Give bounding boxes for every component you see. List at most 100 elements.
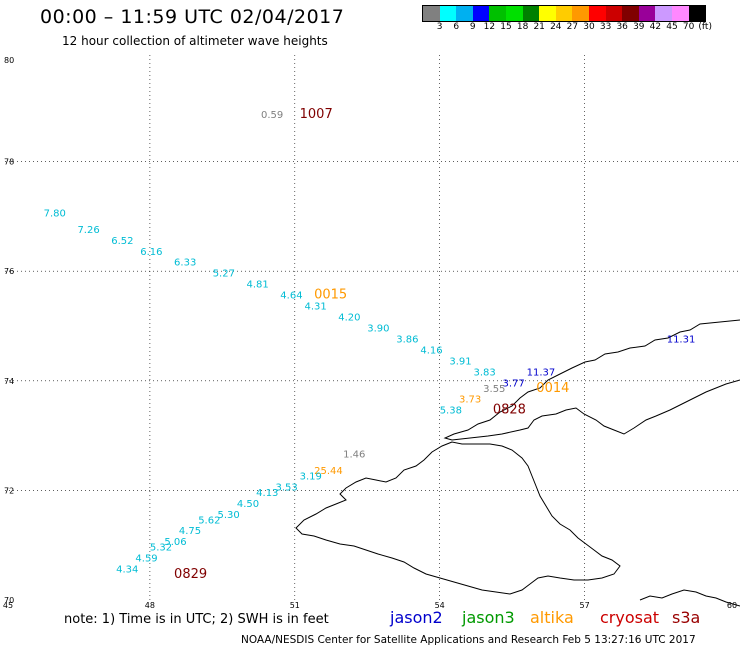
color-scale-tick-label: 18 <box>516 22 529 32</box>
coastline <box>295 319 740 607</box>
color-scale-tick-label: 27 <box>566 22 579 32</box>
wave-height-label: 3.55 <box>483 384 505 395</box>
lat-lon-grid <box>5 55 740 600</box>
coastline-south-island <box>295 441 621 595</box>
wave-height-label: 6.52 <box>111 236 133 247</box>
latitude-tick-label: 72 <box>4 486 14 495</box>
wave-height-label: 3.83 <box>474 367 496 378</box>
longitude-tick-label: 45 <box>3 601 13 610</box>
color-scale-tick-label: 36 <box>616 22 628 32</box>
color-scale-tick-label: 9 <box>469 22 476 32</box>
color-swatch <box>555 6 573 21</box>
wave-height-label: 5.06 <box>164 537 186 548</box>
wave-height-label: 5.27 <box>213 269 235 280</box>
color-scale-tick-label: 33 <box>599 22 612 32</box>
color-scale-tick-label: 39 <box>633 22 645 32</box>
wave-height-label: 11.31 <box>667 334 696 345</box>
wave-height-label: 3.90 <box>367 323 389 334</box>
color-scale-tick-label: 21 <box>533 22 545 32</box>
wave-height-label: 4.50 <box>237 499 259 510</box>
color-scale-bar <box>422 5 707 22</box>
color-swatch <box>472 6 490 21</box>
pass-time-label: 0015 <box>314 288 347 303</box>
color-scale-tick-label: 6 <box>453 22 460 32</box>
color-swatch <box>439 6 457 21</box>
coastline-north-island <box>443 319 740 441</box>
wave-height-label: 11.37 <box>527 367 556 378</box>
wave-height-label: 3.86 <box>396 334 418 345</box>
pass-time-label: 1007 <box>300 107 333 122</box>
wave-height-label: 5.30 <box>218 510 240 521</box>
color-swatch <box>588 6 606 21</box>
color-swatch <box>505 6 523 21</box>
color-swatch <box>622 6 639 21</box>
coastline-mainland <box>639 589 740 607</box>
wave-height-label: 1.46 <box>343 450 365 461</box>
longitude-tick-label: 51 <box>290 601 300 610</box>
color-scale-tick-label: 42 <box>649 22 662 32</box>
color-swatch <box>522 6 540 21</box>
longitude-tick-label: 57 <box>580 601 590 610</box>
wave-height-label: 5.62 <box>198 515 220 526</box>
color-swatch <box>572 6 589 21</box>
pass-time-label: 0828 <box>493 403 526 418</box>
wave-height-label: 25.44 <box>314 466 343 477</box>
latitude-tick-label: 76 <box>4 267 14 276</box>
wave-height-labels: 0.59 7.80 7.26 6.52 6.16 6.33 5.27 4.81 4.644.31… <box>44 110 696 576</box>
legend-item-s3a: s3a <box>672 608 701 627</box>
map-title: 00:00 – 11:59 UTC 02/04/2017 <box>40 6 345 28</box>
wave-height-label: 4.13 <box>256 488 278 499</box>
wave-height-map: 45 48 51 54 57 60 80 78 76 74 72 70 0.59 7.80 7.26 6.5… <box>3 55 740 610</box>
longitude-tick-label: 48 <box>145 601 155 610</box>
wave-height-label: 4.75 <box>179 526 201 537</box>
color-swatch <box>671 6 689 21</box>
color-swatch <box>605 6 623 21</box>
color-swatch <box>655 6 672 21</box>
color-scale-tick-label: 15 <box>500 22 512 32</box>
color-scale-tick-label: 45 <box>666 22 678 32</box>
wave-height-label: 4.20 <box>338 313 360 324</box>
latitude-tick-label: 80 <box>4 56 14 65</box>
latitude-tick-label: 78 <box>4 158 14 167</box>
wave-height-label: 4.81 <box>247 280 269 291</box>
wave-height-label: 6.33 <box>174 258 196 269</box>
color-scale-tick-label: 24 <box>550 22 562 32</box>
pass-time-label: 0014 <box>536 381 569 396</box>
color-scale-tick-label: 12 <box>483 22 496 32</box>
wave-height-label: 4.31 <box>304 302 326 313</box>
units-note: note: 1) Time is in UTC; 2) SWH is in fe… <box>64 612 329 627</box>
color-scale-tick-label: (ft) <box>698 22 712 32</box>
wave-height-label: 3.77 <box>502 378 524 389</box>
color-swatch <box>489 6 506 21</box>
color-scale-tick-label: 3 <box>436 22 443 32</box>
legend-item-cryosat: cryosat <box>600 608 660 627</box>
wave-height-label: 0.59 <box>261 110 283 121</box>
wave-height-label: 3.73 <box>459 395 481 406</box>
wave-height-label: 3.19 <box>300 471 322 482</box>
longitude-tick-label: 60 <box>727 601 737 610</box>
wave-height-label: 7.26 <box>77 225 99 236</box>
color-swatch <box>688 6 706 21</box>
wave-height-label: 4.59 <box>135 554 157 565</box>
color-scale-ticks: 3 6 9 12 15 18 21 24 27 30 33 36 39 42 45 70 (ft) <box>422 22 740 34</box>
footer-credit: NOAA/NESDIS Center for Satellite Applica… <box>241 634 696 646</box>
color-swatch <box>539 6 556 21</box>
map-subtitle: 12 hour collection of altimeter wave hei… <box>62 34 328 48</box>
wave-height-label: 5.32 <box>150 543 172 554</box>
pass-time-labels: 1007 0015 0014 0828 0829 <box>174 107 569 582</box>
wave-height-label: 6.16 <box>140 247 162 258</box>
pass-time-label: 0829 <box>174 567 207 582</box>
latitude-tick-label: 70 <box>4 596 14 605</box>
color-scale-tick-label: 70 <box>682 22 695 32</box>
wave-height-label: 4.34 <box>116 565 138 576</box>
latitude-tick-label: 74 <box>4 377 14 386</box>
wave-height-label: 7.80 <box>44 208 66 219</box>
wave-height-label: 5.38 <box>440 406 462 417</box>
color-swatch <box>638 6 656 21</box>
color-swatch <box>423 6 440 21</box>
axis-labels: 45 48 51 54 57 60 80 78 76 74 72 70 <box>3 56 737 610</box>
wave-height-label: 3.53 <box>275 482 297 493</box>
legend-item-jason2: jason2 <box>390 608 443 627</box>
legend-item-jason3: jason3 <box>462 608 515 627</box>
color-swatch <box>456 6 473 21</box>
